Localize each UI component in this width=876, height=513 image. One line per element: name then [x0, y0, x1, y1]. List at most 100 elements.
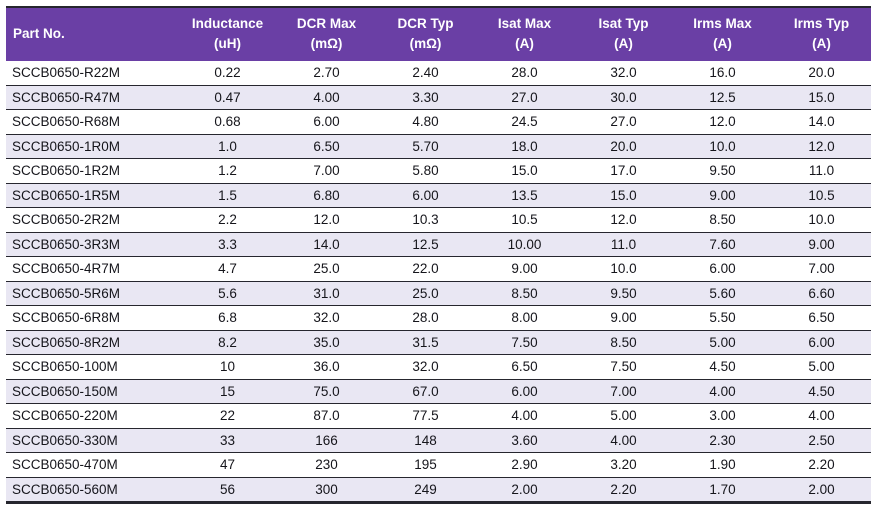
table-row: SCCB0650-3R3M 3.3 14.0 12.5 10.00 11.0 7.60 9.0…: [6, 232, 871, 257]
value-cell: 12.5: [673, 85, 772, 110]
value-cell: 7.00: [574, 379, 673, 404]
value-cell: 0.47: [178, 85, 277, 110]
value-cell: 10.0: [574, 256, 673, 282]
value-cell: 0.22: [178, 61, 277, 86]
value-cell: 7.00: [772, 256, 871, 282]
value-cell: 6.50: [475, 354, 574, 380]
header-row: Part No. Inductance (uH) DCR Max (mΩ) DC…: [6, 7, 871, 61]
value-cell: 11.0: [772, 158, 871, 184]
value-cell: 6.00: [376, 183, 475, 208]
value-cell: 10.0: [673, 134, 772, 159]
value-cell: 5.70: [376, 134, 475, 159]
value-cell: 3.00: [673, 403, 772, 429]
value-cell: 15.0: [475, 158, 574, 184]
value-cell: 2.20: [772, 452, 871, 478]
value-cell: 2.00: [475, 477, 574, 503]
column-header-dcr-typ: DCR Typ (mΩ): [376, 7, 475, 61]
table-row: SCCB0650-R68M 0.68 6.00 4.80 24.5 27.0 12.0 14.…: [6, 109, 871, 135]
part-no-cell: SCCB0650-4R7M: [6, 256, 178, 282]
value-cell: 4.50: [772, 379, 871, 404]
column-label: Irms Max: [693, 16, 752, 31]
value-cell: 7.50: [574, 354, 673, 380]
value-cell: 6.00: [772, 330, 871, 355]
value-cell: 10.3: [376, 207, 475, 233]
value-cell: 6.8: [178, 305, 277, 331]
value-cell: 2.2: [178, 207, 277, 233]
value-cell: 4.00: [673, 379, 772, 404]
value-cell: 22.0: [376, 256, 475, 282]
value-cell: 1.0: [178, 134, 277, 159]
value-cell: 32.0: [277, 305, 376, 331]
value-cell: 4.00: [772, 403, 871, 429]
value-cell: 22: [178, 403, 277, 429]
column-label: Isat Typ: [598, 16, 649, 31]
table-row: SCCB0650-1R2M 1.2 7.00 5.80 15.0 17.0 9.50 11.0: [6, 158, 871, 184]
value-cell: 9.00: [673, 183, 772, 208]
value-cell: 24.5: [475, 109, 574, 135]
value-cell: 9.00: [574, 305, 673, 331]
column-header-irms-typ: Irms Typ (A): [772, 7, 871, 61]
value-cell: 3.20: [574, 452, 673, 478]
value-cell: 2.30: [673, 428, 772, 453]
value-cell: 32.0: [376, 354, 475, 380]
column-label: Inductance: [191, 16, 264, 31]
value-cell: 2.20: [574, 477, 673, 503]
value-cell: 9.00: [772, 232, 871, 257]
value-cell: 249: [376, 477, 475, 503]
column-label: Irms Typ: [793, 16, 850, 31]
part-no-cell: SCCB0650-330M: [6, 428, 178, 453]
inductor-spec-table: Part No. Inductance (uH) DCR Max (mΩ) DC…: [6, 6, 871, 504]
value-cell: 67.0: [376, 379, 475, 404]
value-cell: 8.2: [178, 330, 277, 355]
value-cell: 9.50: [673, 158, 772, 184]
column-unit: (uH): [214, 36, 241, 51]
value-cell: 0.68: [178, 109, 277, 135]
part-no-cell: SCCB0650-220M: [6, 403, 178, 429]
column-header-isat-max: Isat Max (A): [475, 7, 574, 61]
value-cell: 6.00: [475, 379, 574, 404]
value-cell: 5.00: [574, 403, 673, 429]
value-cell: 12.0: [772, 134, 871, 159]
table-row: SCCB0650-560M 56 300 249 2.00 2.20 1.70 2.00: [6, 477, 871, 503]
table-row: SCCB0650-1R0M 1.0 6.50 5.70 18.0 20.0 10.0 12.0: [6, 134, 871, 159]
value-cell: 31.5: [376, 330, 475, 355]
value-cell: 87.0: [277, 403, 376, 429]
value-cell: 195: [376, 452, 475, 478]
value-cell: 5.00: [772, 354, 871, 380]
value-cell: 25.0: [277, 256, 376, 282]
table-row: SCCB0650-R47M 0.47 4.00 3.30 27.0 30.0 12.5 15.…: [6, 85, 871, 110]
value-cell: 15.0: [574, 183, 673, 208]
value-cell: 4.00: [475, 403, 574, 429]
value-cell: 10.5: [772, 183, 871, 208]
value-cell: 20.0: [772, 61, 871, 86]
value-cell: 1.70: [673, 477, 772, 503]
value-cell: 10: [178, 354, 277, 380]
column-unit: (A): [614, 36, 633, 51]
part-no-cell: SCCB0650-R22M: [6, 61, 178, 86]
value-cell: 8.50: [475, 281, 574, 306]
value-cell: 15.0: [772, 85, 871, 110]
value-cell: 3.30: [376, 85, 475, 110]
value-cell: 5.6: [178, 281, 277, 306]
part-no-cell: SCCB0650-100M: [6, 354, 178, 380]
table-row: SCCB0650-1R5M 1.5 6.80 6.00 13.5 15.0 9.00 10.5: [6, 183, 871, 208]
value-cell: 7.00: [277, 158, 376, 184]
value-cell: 14.0: [277, 232, 376, 257]
table-row: SCCB0650-5R6M 5.6 31.0 25.0 8.50 9.50 5.60 6.60: [6, 281, 871, 306]
part-no-cell: SCCB0650-2R2M: [6, 207, 178, 233]
part-no-cell: SCCB0650-6R8M: [6, 305, 178, 331]
table-row: SCCB0650-8R2M 8.2 35.0 31.5 7.50 8.50 5.00 6.00: [6, 330, 871, 355]
value-cell: 4.00: [574, 428, 673, 453]
value-cell: 12.0: [673, 109, 772, 135]
value-cell: 6.80: [277, 183, 376, 208]
value-cell: 6.00: [673, 256, 772, 282]
table-header: Part No. Inductance (uH) DCR Max (mΩ) DC…: [6, 7, 871, 61]
value-cell: 16.0: [673, 61, 772, 86]
column-header-inductance: Inductance (uH): [178, 7, 277, 61]
value-cell: 8.50: [673, 207, 772, 233]
value-cell: 12.0: [574, 207, 673, 233]
value-cell: 2.90: [475, 452, 574, 478]
part-no-cell: SCCB0650-R68M: [6, 109, 178, 135]
column-unit: (A): [515, 36, 534, 51]
value-cell: 11.0: [574, 232, 673, 257]
